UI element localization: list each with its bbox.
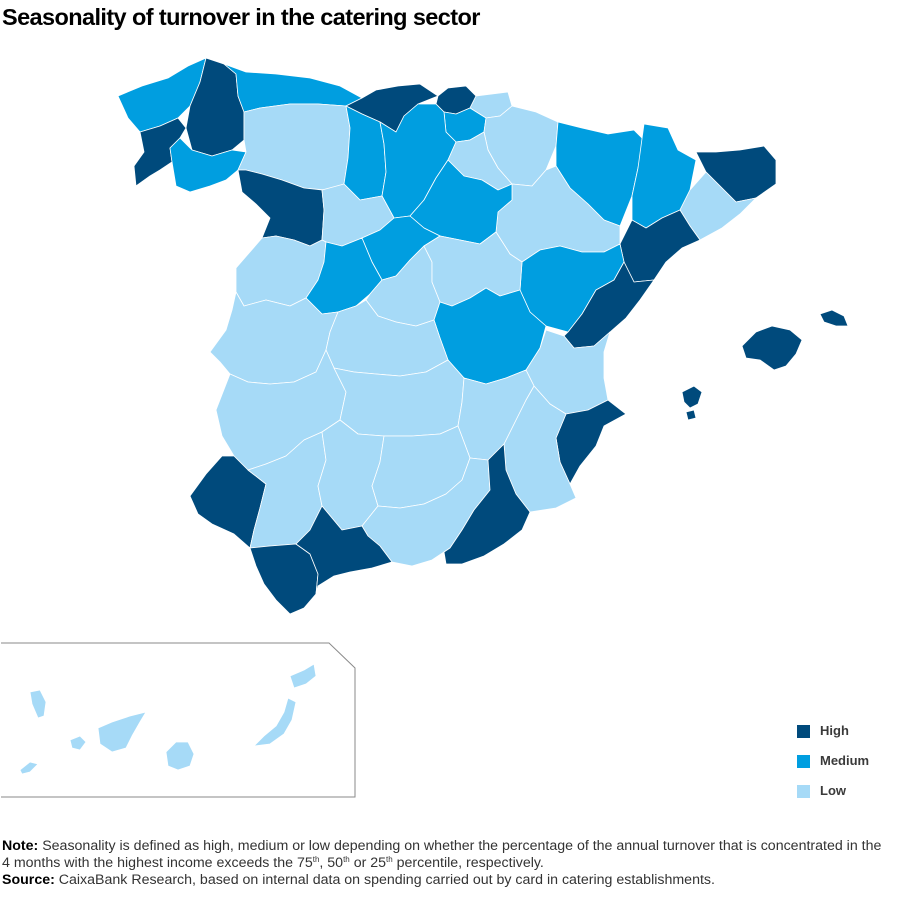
note-text: Note: Seasonality is defined as high, me… [2, 838, 892, 872]
region-malaga[interactable] [295, 505, 393, 595]
canary-la-palma[interactable] [29, 689, 47, 719]
region-ibiza[interactable] [681, 385, 703, 421]
note-label: Note: [2, 838, 39, 854]
canary-el-hierro[interactable] [19, 761, 39, 775]
legend-label: Medium [820, 753, 870, 768]
legend-swatch [797, 725, 810, 738]
note-sup1: th [312, 855, 320, 864]
region-mallorca[interactable] [741, 325, 803, 371]
source-body: CaixaBank Research, based on internal da… [54, 872, 715, 888]
canary-fuerteventura[interactable] [253, 697, 297, 747]
canary-tenerife[interactable] [97, 711, 147, 753]
note-part4: percentile, respectively. [392, 855, 544, 871]
canary-la-gomera[interactable] [69, 735, 87, 751]
source-text: Source: CaixaBank Research, based on int… [2, 872, 892, 889]
region-almeria[interactable] [443, 443, 531, 565]
note-part2: , 50 [319, 855, 344, 871]
canary-islands-inset-frame [1, 642, 356, 798]
legend-swatch [797, 755, 810, 768]
legend-swatch [797, 785, 810, 798]
region-cadiz[interactable] [249, 543, 319, 615]
notes: Note: Seasonality is defined as high, me… [2, 838, 892, 889]
note-sup2: th [343, 855, 350, 864]
note-part1: Seasonality is defined as high, medium o… [2, 838, 882, 871]
note-part3: or 25 [349, 855, 387, 871]
note-sup3: th [386, 855, 393, 864]
canary-gran-canaria[interactable] [165, 741, 195, 771]
source-label: Source: [2, 872, 55, 888]
canary-lanzarote[interactable] [289, 663, 317, 689]
legend-label: Low [820, 783, 846, 798]
legend-label: High [820, 723, 849, 738]
region-menorca[interactable] [819, 309, 849, 327]
chart-title: Seasonality of turnover in the catering … [2, 4, 480, 30]
